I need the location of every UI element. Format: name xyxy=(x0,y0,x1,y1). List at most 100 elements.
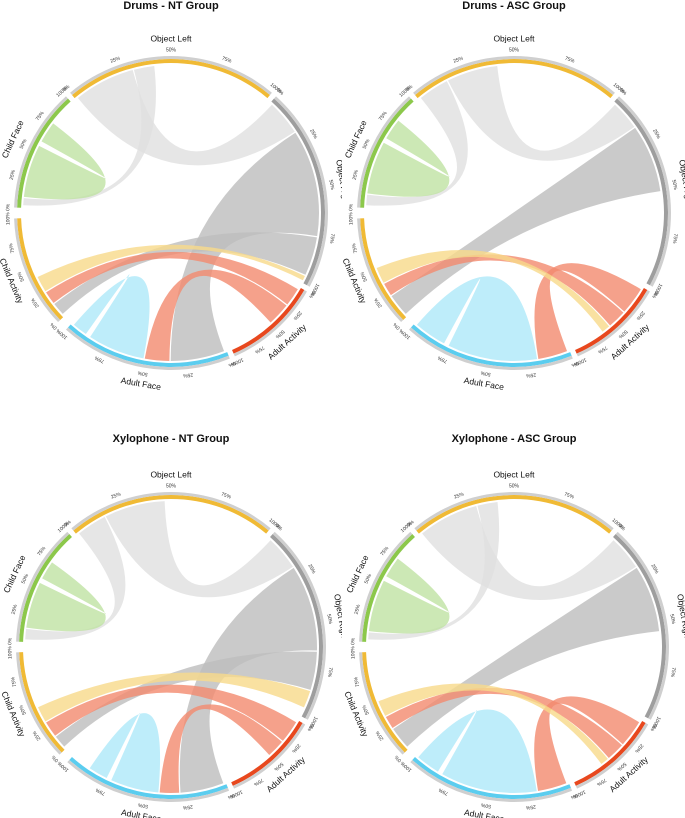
tick-label: 75% xyxy=(252,777,264,788)
tick-label: 50% xyxy=(274,328,286,340)
chord-ribbon xyxy=(418,709,537,793)
tick-label: 0% xyxy=(348,203,354,211)
tick-label: 50% xyxy=(362,138,372,150)
tick-label: 50% xyxy=(166,47,177,53)
tick-label: 75% xyxy=(564,56,576,65)
sector-arc xyxy=(415,59,613,99)
chord-ribbon xyxy=(73,274,150,359)
tick-label: 75% xyxy=(220,491,232,500)
tick-label: 75% xyxy=(378,110,389,122)
tick-label: 0% xyxy=(406,519,416,529)
chord-ribbon xyxy=(367,120,450,197)
chord-diagram: 0% 25% 50% 75% 100% Object Left 0% 25% 50% 75% 100… xyxy=(0,33,342,392)
tick-label: 75% xyxy=(437,786,449,796)
tick-label: 0% xyxy=(617,523,627,533)
chord-ribbon xyxy=(391,127,661,314)
chord-ribbons xyxy=(366,65,661,361)
chord-ribbon xyxy=(366,81,468,206)
tick-label: 50% xyxy=(480,369,491,377)
tick-label: 75% xyxy=(563,491,575,500)
tick-label: 100% xyxy=(230,356,245,367)
tick-label: 75% xyxy=(353,676,361,688)
tick-label: 50% xyxy=(670,179,678,190)
tick-label: 25% xyxy=(182,803,193,810)
sector-arc xyxy=(410,324,572,367)
tick-label: 75% xyxy=(351,242,359,254)
tick-label: 25% xyxy=(110,491,122,500)
chord-diagram: 0% 25% 50% 75% 100% Object Left 0% 25% 50% 75% 100… xyxy=(343,469,685,818)
chord-ribbons xyxy=(25,501,317,793)
panel-title: Xylophone - ASC Group xyxy=(451,433,577,445)
chord-ribbon xyxy=(23,65,156,206)
tick-label: 50% xyxy=(18,703,28,715)
sector-arc xyxy=(19,652,65,753)
sector-arc xyxy=(231,721,303,786)
tick-label: 75% xyxy=(35,110,46,122)
tick-label: 75% xyxy=(669,667,677,678)
chord-diagram: 0% 25% 50% 75% 100% Object Left 0% 25% 50% 75% 100… xyxy=(343,33,685,392)
tick-label: 0% xyxy=(570,360,579,368)
chord-ribbon xyxy=(368,501,500,640)
sector-rim xyxy=(71,492,271,531)
tick-label: 0% xyxy=(50,754,60,764)
tick-label: 0% xyxy=(392,321,402,331)
panel-title: Drums - NT Group xyxy=(123,0,219,12)
tick-label: 0% xyxy=(307,290,316,300)
tick-label: 50% xyxy=(137,801,148,809)
chord-panel-drums-nt: Drums - NT Group 0% 25% 50% 75% 100% Object L… xyxy=(0,0,342,409)
chord-ribbon xyxy=(416,276,538,361)
tick-label: 75% xyxy=(596,344,608,355)
tick-label: 25% xyxy=(453,55,465,64)
sector-arc xyxy=(362,652,408,753)
tick-label: 0% xyxy=(405,83,415,93)
tick-label: 25% xyxy=(9,169,17,181)
sector-arc xyxy=(575,288,648,354)
tick-label: 25% xyxy=(525,371,536,378)
tick-label: 50% xyxy=(325,614,333,625)
tick-label: 0% xyxy=(648,723,657,733)
chord-ribbon xyxy=(179,567,317,793)
sector-arc xyxy=(416,495,612,534)
chord-panel-xylophone-asc: Xylophone - ASC Group 0% 25% 50% 75% 100% Obj… xyxy=(343,409,685,818)
tick-label: 0% xyxy=(5,203,11,211)
chord-ribbon xyxy=(385,687,622,759)
tick-label: 25% xyxy=(290,742,301,754)
tick-label: 0% xyxy=(63,519,73,529)
tick-label: 100% xyxy=(5,212,11,226)
tick-label: 25% xyxy=(453,491,465,500)
tick-label: 0% xyxy=(618,87,628,97)
chord-ribbon xyxy=(89,713,161,793)
panel-title: Drums - ASC Group xyxy=(462,0,566,12)
tick-label: 50% xyxy=(359,270,369,282)
tick-label: 25% xyxy=(182,371,193,378)
tick-label: 25% xyxy=(374,729,385,741)
tick-label: 100% xyxy=(652,282,664,297)
chord-ribbon xyxy=(384,254,624,326)
tick-label: 75% xyxy=(10,676,18,688)
chord-ribbon xyxy=(37,672,311,722)
tick-label: 25% xyxy=(31,729,42,741)
tick-label: 0% xyxy=(650,290,659,300)
tick-label: 75% xyxy=(8,242,16,254)
sector-label: Adult Face xyxy=(120,375,162,392)
tick-label: 25% xyxy=(30,296,41,308)
chord-ribbon xyxy=(46,251,298,305)
sector-rim xyxy=(414,492,614,531)
tick-label: 50% xyxy=(137,369,148,377)
chord-ribbon xyxy=(144,269,287,361)
tick-label: 50% xyxy=(361,703,371,715)
tick-label: 0% xyxy=(227,360,236,368)
sector-arc xyxy=(412,756,571,799)
sector-arc xyxy=(17,218,64,320)
tick-label: 100% xyxy=(573,356,588,367)
tick-label: 75% xyxy=(379,545,390,557)
panel-title: Xylophone - NT Group xyxy=(112,433,230,445)
sector-label: Object Left xyxy=(493,33,535,43)
tick-label: 100% xyxy=(350,646,356,660)
tick-label: 100% xyxy=(229,788,244,799)
tick-label: 50% xyxy=(166,483,177,489)
chord-ribbons xyxy=(23,65,319,361)
tick-label: 75% xyxy=(253,344,265,355)
chord-ribbon xyxy=(393,567,660,747)
